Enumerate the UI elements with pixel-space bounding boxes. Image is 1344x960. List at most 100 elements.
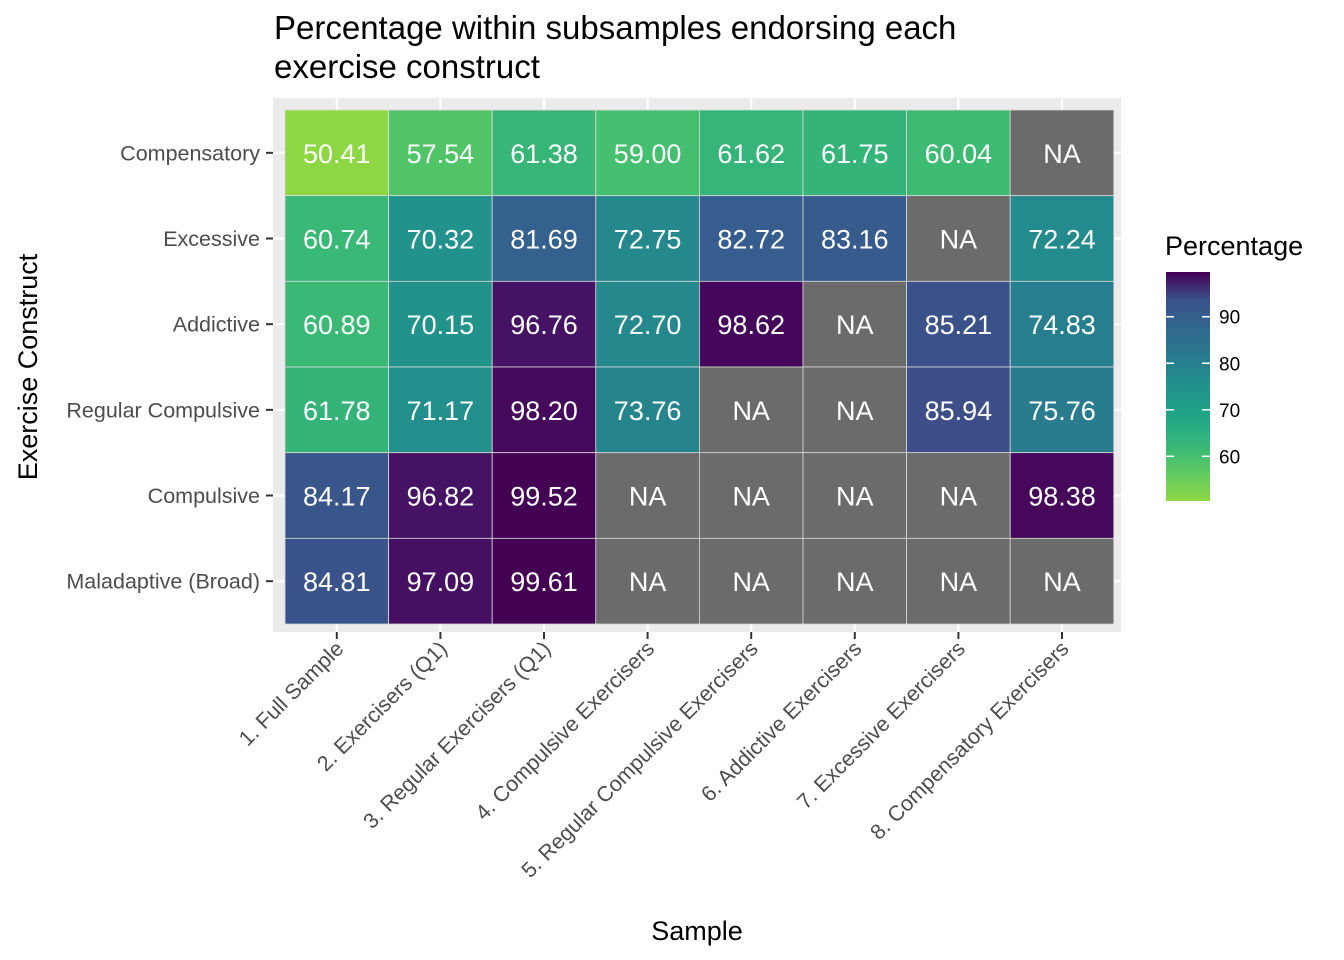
cell-label: 75.76 [1028,396,1096,426]
heatmap-cell [906,109,1011,197]
heatmap-cell [802,537,907,625]
cell-label: 96.82 [407,482,475,512]
heatmap-cell [595,280,700,368]
cell-label: NA [836,396,874,426]
cell-label: NA [1043,139,1081,169]
legend-title: Percentage [1165,231,1303,261]
cell-label: NA [940,567,978,597]
cell-label: 72.24 [1028,225,1096,255]
cell-label: 85.21 [925,310,993,340]
cell-label: NA [629,482,667,512]
cell-label: 73.76 [614,396,682,426]
heatmap-cell [284,109,389,197]
x-axis-title: Sample [651,916,743,946]
heatmap-cell [699,537,804,625]
x-tick-label: 1. Full Sample [234,637,348,751]
cell-label: 71.17 [407,396,475,426]
heatmap-cell [1009,537,1115,625]
y-tick-label: Maladaptive (Broad) [66,570,260,594]
heatmap-cell [284,537,389,625]
cell-label: 97.09 [407,567,475,597]
heatmap-cell [595,537,700,625]
cell-label: 98.20 [510,396,578,426]
legend-tick-label: 90 [1219,308,1240,329]
cell-label: 96.76 [510,310,578,340]
cell-label: NA [836,567,874,597]
y-axis-title: Exercise Construct [13,253,43,480]
cell-label: 74.83 [1028,310,1096,340]
heatmap-cell [595,366,700,454]
heatmap-cell [699,366,804,454]
heatmap-cell [1009,452,1115,539]
heatmap-cell [699,195,804,282]
x-tick-label: 3. Regular Exercisers (Q1) [359,637,556,834]
cell-label: 98.62 [717,310,785,340]
heatmap-cell [1009,366,1115,454]
cell-label: 70.15 [407,310,475,340]
cell-label: NA [732,482,770,512]
cell-label: 60.04 [925,139,993,169]
heatmap-cell [284,366,389,454]
cell-label: NA [629,567,667,597]
cell-label: NA [836,310,874,340]
cell-labels: 50.41 57.54 61.38 59.00 61.62 61.75 60.04 NA 60.… [303,139,1096,597]
cell-label: 59.00 [614,139,682,169]
heatmap-cell [491,109,597,197]
cell-label: 99.52 [510,482,578,512]
legend-colorbar [1166,272,1210,501]
cell-label: NA [1043,567,1081,597]
y-tick-label: Compulsive [148,484,260,508]
cell-label: 85.94 [925,396,993,426]
cell-label: NA [836,482,874,512]
cell-label: 70.32 [407,225,475,255]
cell-label: 61.62 [717,139,785,169]
heatmap-cell [595,452,700,539]
heatmap-cell [1009,195,1115,282]
legend-ticks: 60 70 80 90 [1166,308,1240,468]
heatmap-cell [699,280,804,368]
legend: Percentage 60 70 80 90 [1165,231,1303,501]
cell-label: 61.75 [821,139,889,169]
y-tick-label: Addictive [173,313,260,337]
heatmap-cell [388,109,493,197]
heatmap-cell [491,195,597,282]
cell-label: 81.69 [510,225,578,255]
heatmap-cell [284,195,389,282]
heatmap-cell [906,366,1011,454]
cell-label: 84.17 [303,482,371,512]
y-tick-label: Excessive [163,227,260,251]
heatmap-cell [802,109,907,197]
heatmap-cell [284,280,389,368]
cell-label: NA [732,567,770,597]
cell-label: 72.70 [614,310,682,340]
x-tick-label: 4. Compulsive Exercisers [471,637,659,825]
heatmap-cell [491,280,597,368]
cell-label: 83.16 [821,225,889,255]
heatmap-cell [491,537,597,625]
heatmap-cell [284,452,389,539]
heatmap-cell [388,537,493,625]
heatmap-cell [906,195,1011,282]
cell-label: 99.61 [510,567,578,597]
cell-label: NA [732,396,770,426]
heatmap-cells [284,109,1115,625]
y-axis: Compensatory Excessive Addictive Regular Co… [66,141,273,594]
cell-label: 61.78 [303,396,371,426]
legend-tick-label: 80 [1219,354,1240,375]
x-tick-label: 7. Excessive Exercisers [792,637,969,814]
y-tick-label: Compensatory [120,141,260,165]
heatmap-cell [802,280,907,368]
cell-label: 82.72 [717,225,785,255]
legend-tick-label: 70 [1219,401,1240,422]
heatmap-cell [388,366,493,454]
chart-title-line-1: Percentage within subsamples endorsing e… [274,9,956,46]
cell-label: 72.75 [614,225,682,255]
cell-label: 50.41 [303,139,371,169]
heatmap-cell [1009,109,1115,197]
cell-label: 84.81 [303,567,371,597]
heatmap-cell [802,366,907,454]
cell-label: 98.38 [1028,482,1096,512]
x-tick-label: 8. Compensatory Exercisers [866,637,1074,845]
